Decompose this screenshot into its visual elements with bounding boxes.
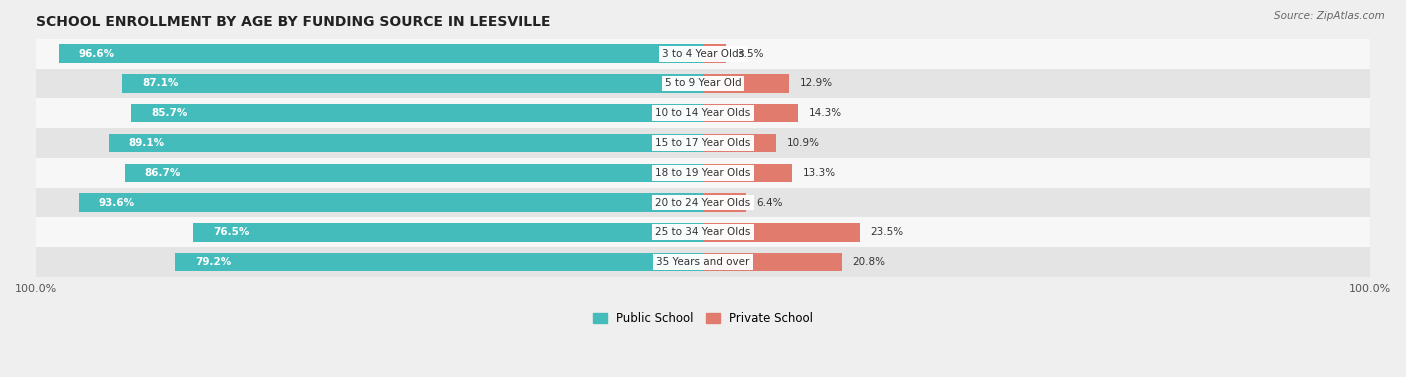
Bar bbox=[193, 223, 703, 242]
Text: SCHOOL ENROLLMENT BY AGE BY FUNDING SOURCE IN LEESVILLE: SCHOOL ENROLLMENT BY AGE BY FUNDING SOUR… bbox=[37, 15, 551, 29]
Text: 6.4%: 6.4% bbox=[756, 198, 783, 207]
Text: 79.2%: 79.2% bbox=[195, 257, 231, 267]
Text: 76.5%: 76.5% bbox=[212, 227, 249, 237]
Bar bbox=[703, 193, 745, 212]
Bar bbox=[703, 164, 792, 182]
Text: 10.9%: 10.9% bbox=[786, 138, 820, 148]
Text: 93.6%: 93.6% bbox=[98, 198, 135, 207]
Text: 23.5%: 23.5% bbox=[870, 227, 904, 237]
Text: 89.1%: 89.1% bbox=[129, 138, 165, 148]
Bar bbox=[703, 104, 799, 123]
Bar bbox=[125, 164, 703, 182]
Text: 10 to 14 Year Olds: 10 to 14 Year Olds bbox=[655, 108, 751, 118]
Text: 18 to 19 Year Olds: 18 to 19 Year Olds bbox=[655, 168, 751, 178]
Text: 86.7%: 86.7% bbox=[145, 168, 181, 178]
Text: 20 to 24 Year Olds: 20 to 24 Year Olds bbox=[655, 198, 751, 207]
Bar bbox=[703, 44, 727, 63]
Bar bbox=[37, 98, 1369, 128]
Bar bbox=[703, 134, 776, 152]
Text: 25 to 34 Year Olds: 25 to 34 Year Olds bbox=[655, 227, 751, 237]
Bar bbox=[79, 193, 703, 212]
Bar bbox=[174, 253, 703, 271]
Bar bbox=[108, 134, 703, 152]
Bar bbox=[59, 44, 703, 63]
Text: 20.8%: 20.8% bbox=[852, 257, 886, 267]
Text: 96.6%: 96.6% bbox=[79, 49, 115, 59]
Text: 85.7%: 85.7% bbox=[152, 108, 188, 118]
Text: Source: ZipAtlas.com: Source: ZipAtlas.com bbox=[1274, 11, 1385, 21]
Bar bbox=[37, 128, 1369, 158]
Bar bbox=[37, 39, 1369, 69]
Text: 12.9%: 12.9% bbox=[800, 78, 832, 89]
Legend: Public School, Private School: Public School, Private School bbox=[588, 307, 818, 330]
Text: 3 to 4 Year Olds: 3 to 4 Year Olds bbox=[662, 49, 744, 59]
Text: 13.3%: 13.3% bbox=[803, 168, 835, 178]
Bar bbox=[37, 158, 1369, 188]
Bar bbox=[703, 74, 789, 93]
Bar bbox=[703, 223, 859, 242]
Text: 15 to 17 Year Olds: 15 to 17 Year Olds bbox=[655, 138, 751, 148]
Text: 35 Years and over: 35 Years and over bbox=[657, 257, 749, 267]
Text: 87.1%: 87.1% bbox=[142, 78, 179, 89]
Bar bbox=[37, 69, 1369, 98]
Bar bbox=[37, 188, 1369, 218]
Bar bbox=[132, 104, 703, 123]
Bar bbox=[37, 247, 1369, 277]
Bar bbox=[703, 253, 842, 271]
Text: 3.5%: 3.5% bbox=[737, 49, 763, 59]
Bar bbox=[122, 74, 703, 93]
Text: 5 to 9 Year Old: 5 to 9 Year Old bbox=[665, 78, 741, 89]
Text: 14.3%: 14.3% bbox=[808, 108, 842, 118]
Bar bbox=[37, 218, 1369, 247]
